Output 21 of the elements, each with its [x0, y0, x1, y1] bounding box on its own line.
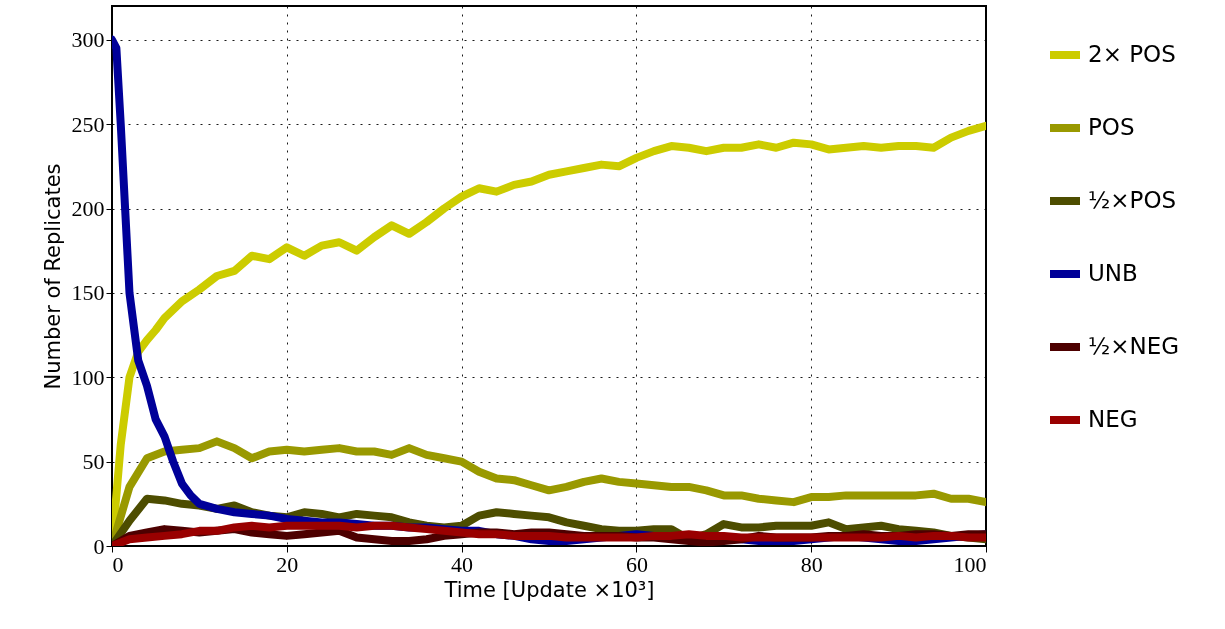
legend-label: ½×POS	[1088, 187, 1177, 213]
y-tick-label: 150	[71, 280, 105, 306]
legend-label: ½×NEG	[1088, 333, 1180, 359]
x-tick-label: 20	[276, 551, 299, 577]
legend-label: POS	[1088, 114, 1135, 140]
x-tick-label: 100	[953, 551, 987, 577]
x-tick-label: 60	[625, 551, 648, 577]
legend-label: NEG	[1088, 406, 1138, 432]
y-tick-label: 250	[71, 111, 105, 137]
y-tick-label: 100	[71, 364, 105, 390]
x-axis-title: Time [Update ×10³]	[443, 577, 655, 602]
legend-label: UNB	[1088, 260, 1138, 286]
y-tick-label: 50	[82, 449, 105, 475]
y-tick-label: 0	[93, 533, 105, 559]
x-tick-label: 80	[800, 551, 823, 577]
x-tick-label: 40	[451, 551, 474, 577]
y-tick-label: 200	[71, 196, 105, 221]
legend-label: 2× POS	[1088, 41, 1176, 67]
x-tick-label: 0	[112, 551, 124, 577]
y-tick-label: 300	[71, 27, 105, 53]
y-axis-title: Number of Replicates	[40, 163, 65, 390]
